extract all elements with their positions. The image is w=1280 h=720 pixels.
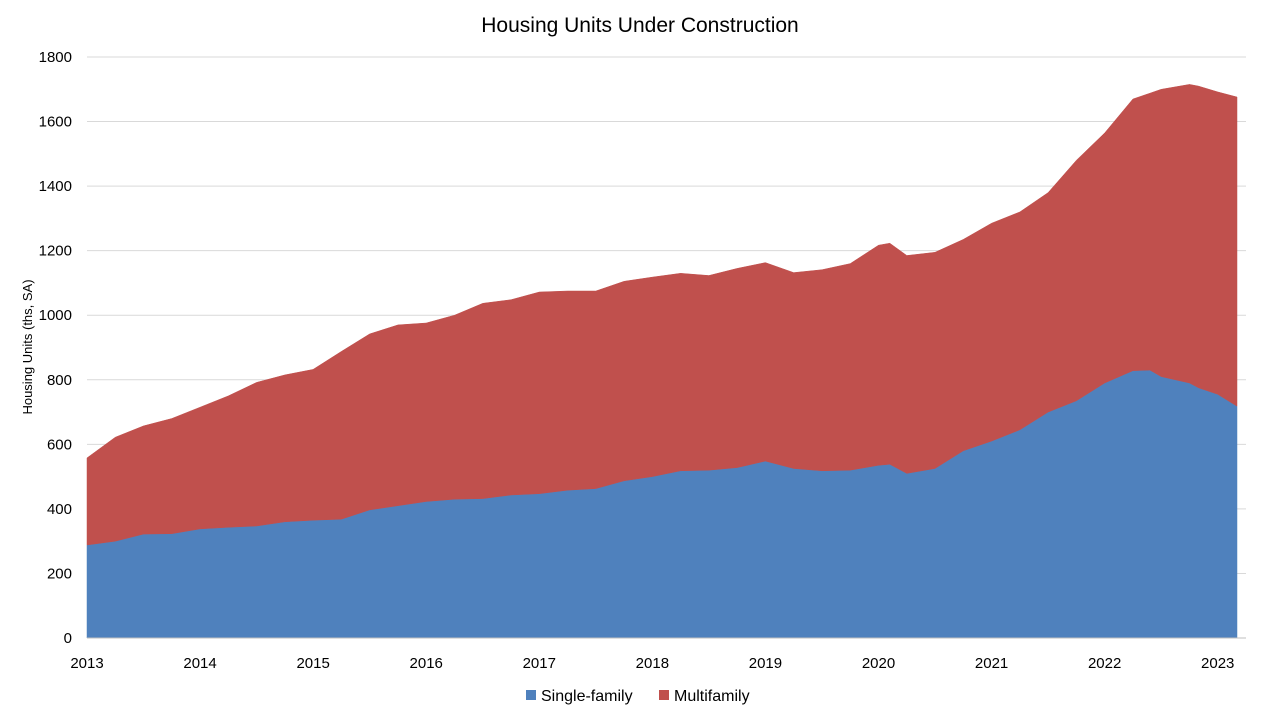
legend-swatch <box>659 690 669 700</box>
y-axis-label: Housing Units (ths, SA) <box>20 279 35 414</box>
y-tick-label: 600 <box>47 436 72 453</box>
y-tick-label: 400 <box>47 501 72 518</box>
y-tick-label: 1400 <box>39 178 72 195</box>
area-multifamily <box>86 84 1238 546</box>
x-tick-label: 2016 <box>410 655 443 672</box>
x-tick-label: 2014 <box>183 655 216 672</box>
x-tick-label: 2023 <box>1201 655 1234 672</box>
x-tick-label: 2020 <box>862 655 895 672</box>
x-tick-label: 2015 <box>296 655 329 672</box>
legend: Single-family Multifamily <box>526 688 750 705</box>
x-tick-labels: 2013 2014 2015 2016 2017 2018 2019 2020 2021 2022… <box>70 655 1234 672</box>
x-tick-label: 2017 <box>523 655 556 672</box>
y-tick-label: 1800 <box>39 49 72 66</box>
legend-swatch <box>526 690 536 700</box>
y-tick-label: 1600 <box>39 114 72 131</box>
chart-title: Housing Units Under Construction <box>481 14 798 37</box>
area-series <box>86 84 1238 639</box>
x-tick-label: 2021 <box>975 655 1008 672</box>
x-tick-label: 2018 <box>636 655 669 672</box>
y-tick-labels: 0 200 400 600 800 1000 1200 1400 1600 1800 <box>39 49 72 647</box>
x-tick-label: 2013 <box>70 655 103 672</box>
y-tick-label: 1000 <box>39 307 72 324</box>
x-tick-label: 2019 <box>749 655 782 672</box>
legend-label: Single-family <box>541 688 633 705</box>
y-tick-label: 800 <box>47 372 72 389</box>
x-tick-label: 2022 <box>1088 655 1121 672</box>
y-tick-label: 200 <box>47 565 72 582</box>
y-tick-label: 0 <box>64 630 72 647</box>
y-tick-label: 1200 <box>39 243 72 260</box>
legend-label: Multifamily <box>674 688 750 705</box>
